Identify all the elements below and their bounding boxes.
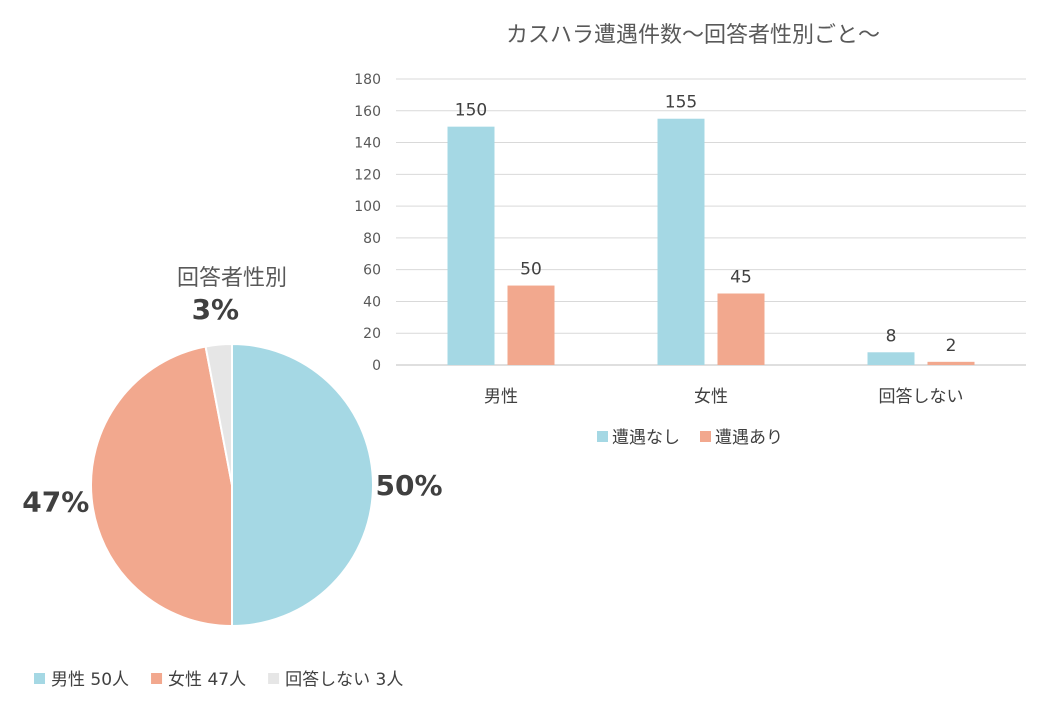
bar-encounter	[717, 293, 765, 365]
pie-percent-label: 50%	[375, 469, 442, 502]
bar-encounter	[927, 361, 975, 365]
bar-data-label: 8	[886, 326, 897, 346]
bar-no-encounter	[867, 352, 915, 365]
pie-legend-swatch	[268, 673, 280, 684]
pie-slice	[231, 342, 374, 628]
pie-legend-label: 女性 47人	[168, 670, 246, 690]
pie-percent-label: 47%	[22, 486, 89, 519]
bar-y-tick-label: 100	[354, 199, 381, 215]
bar-y-tick-label: 40	[363, 294, 381, 310]
bar-y-tick-label: 140	[354, 136, 381, 152]
pie-percent-label: 3%	[192, 293, 240, 326]
bar-legend-swatch	[700, 431, 711, 442]
bar-data-label: 2	[946, 336, 957, 356]
bar-y-tick-label: 160	[354, 104, 381, 120]
bar-no-encounter	[657, 118, 705, 365]
bar-data-label: 150	[455, 101, 487, 121]
pie-legend-swatch	[151, 673, 163, 684]
bar-encounter	[507, 285, 555, 365]
bar-legend-label: 遭遇なし	[612, 428, 680, 448]
bar-chart-title: カスハラ遭遇件数～回答者性別ごと～	[506, 23, 880, 48]
bar-data-label: 50	[520, 260, 542, 280]
bar-data-label: 45	[730, 268, 752, 288]
pie-legend-swatch	[34, 673, 45, 684]
bar-legend-label: 遭遇あり	[715, 428, 783, 448]
bar-legend-swatch	[597, 431, 608, 442]
bar-data-label: 155	[665, 93, 697, 113]
pie-slices	[90, 342, 374, 628]
pie-slice	[90, 345, 233, 628]
bar-x-tick-label: 回答しない	[879, 387, 964, 407]
pie-slice	[204, 342, 233, 486]
pie-chart-title: 回答者性別	[177, 266, 287, 291]
bar-legend: 遭遇なし 遭遇あり	[597, 428, 783, 448]
bar-y-axis-ticks: 0 20 40 60 80 100 120 140 160 180	[354, 72, 381, 374]
pie-legend: 男性 50人 女性 47人 回答しない 3人	[34, 670, 403, 690]
bar-y-tick-label: 120	[354, 167, 381, 183]
bar-y-tick-label: 20	[363, 326, 381, 342]
bar-y-tick-label: 60	[363, 263, 381, 279]
bar-no-encounter	[447, 126, 495, 366]
bar-x-tick-label: 女性	[694, 387, 728, 407]
pie-legend-label: 男性 50人	[51, 670, 129, 690]
pie-legend-label: 回答しない 3人	[285, 670, 403, 690]
bar-y-tick-label: 180	[354, 72, 381, 88]
bar-y-tick-label: 0	[372, 358, 381, 374]
pie-percent-labels: 50% 47% 3%	[22, 293, 442, 519]
bar-x-axis-ticks: 男性 女性 回答しない	[484, 387, 964, 407]
bar-y-tick-label: 80	[363, 231, 381, 247]
bar-x-tick-label: 男性	[484, 387, 518, 407]
bar-series-marks: 150 50 155 45 8 2	[447, 93, 975, 366]
bar-gridlines	[396, 78, 1026, 366]
